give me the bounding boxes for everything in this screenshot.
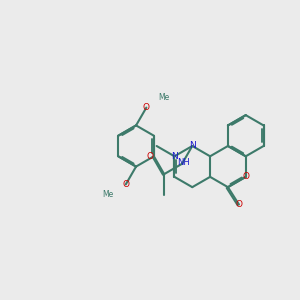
Text: O: O xyxy=(242,172,249,182)
Text: N: N xyxy=(171,152,178,161)
Text: NH: NH xyxy=(177,158,190,167)
Text: N: N xyxy=(189,142,196,151)
Text: Me: Me xyxy=(102,190,114,199)
Text: O: O xyxy=(147,152,154,161)
Text: O: O xyxy=(236,200,242,209)
Text: O: O xyxy=(143,103,150,112)
Text: O: O xyxy=(122,180,129,189)
Text: Me: Me xyxy=(158,93,170,102)
